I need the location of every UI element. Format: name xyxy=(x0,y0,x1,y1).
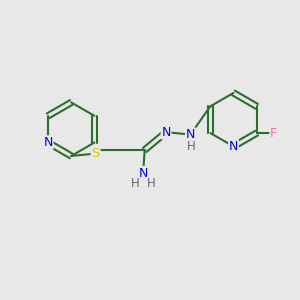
Text: N: N xyxy=(161,126,171,139)
Text: H: H xyxy=(147,177,156,190)
Text: S: S xyxy=(92,147,100,160)
Text: N: N xyxy=(44,136,53,149)
Text: N: N xyxy=(186,128,195,141)
Text: F: F xyxy=(270,127,277,140)
Text: N: N xyxy=(229,140,238,153)
Text: N: N xyxy=(139,167,148,180)
Text: H: H xyxy=(130,177,139,190)
Text: H: H xyxy=(187,140,195,153)
